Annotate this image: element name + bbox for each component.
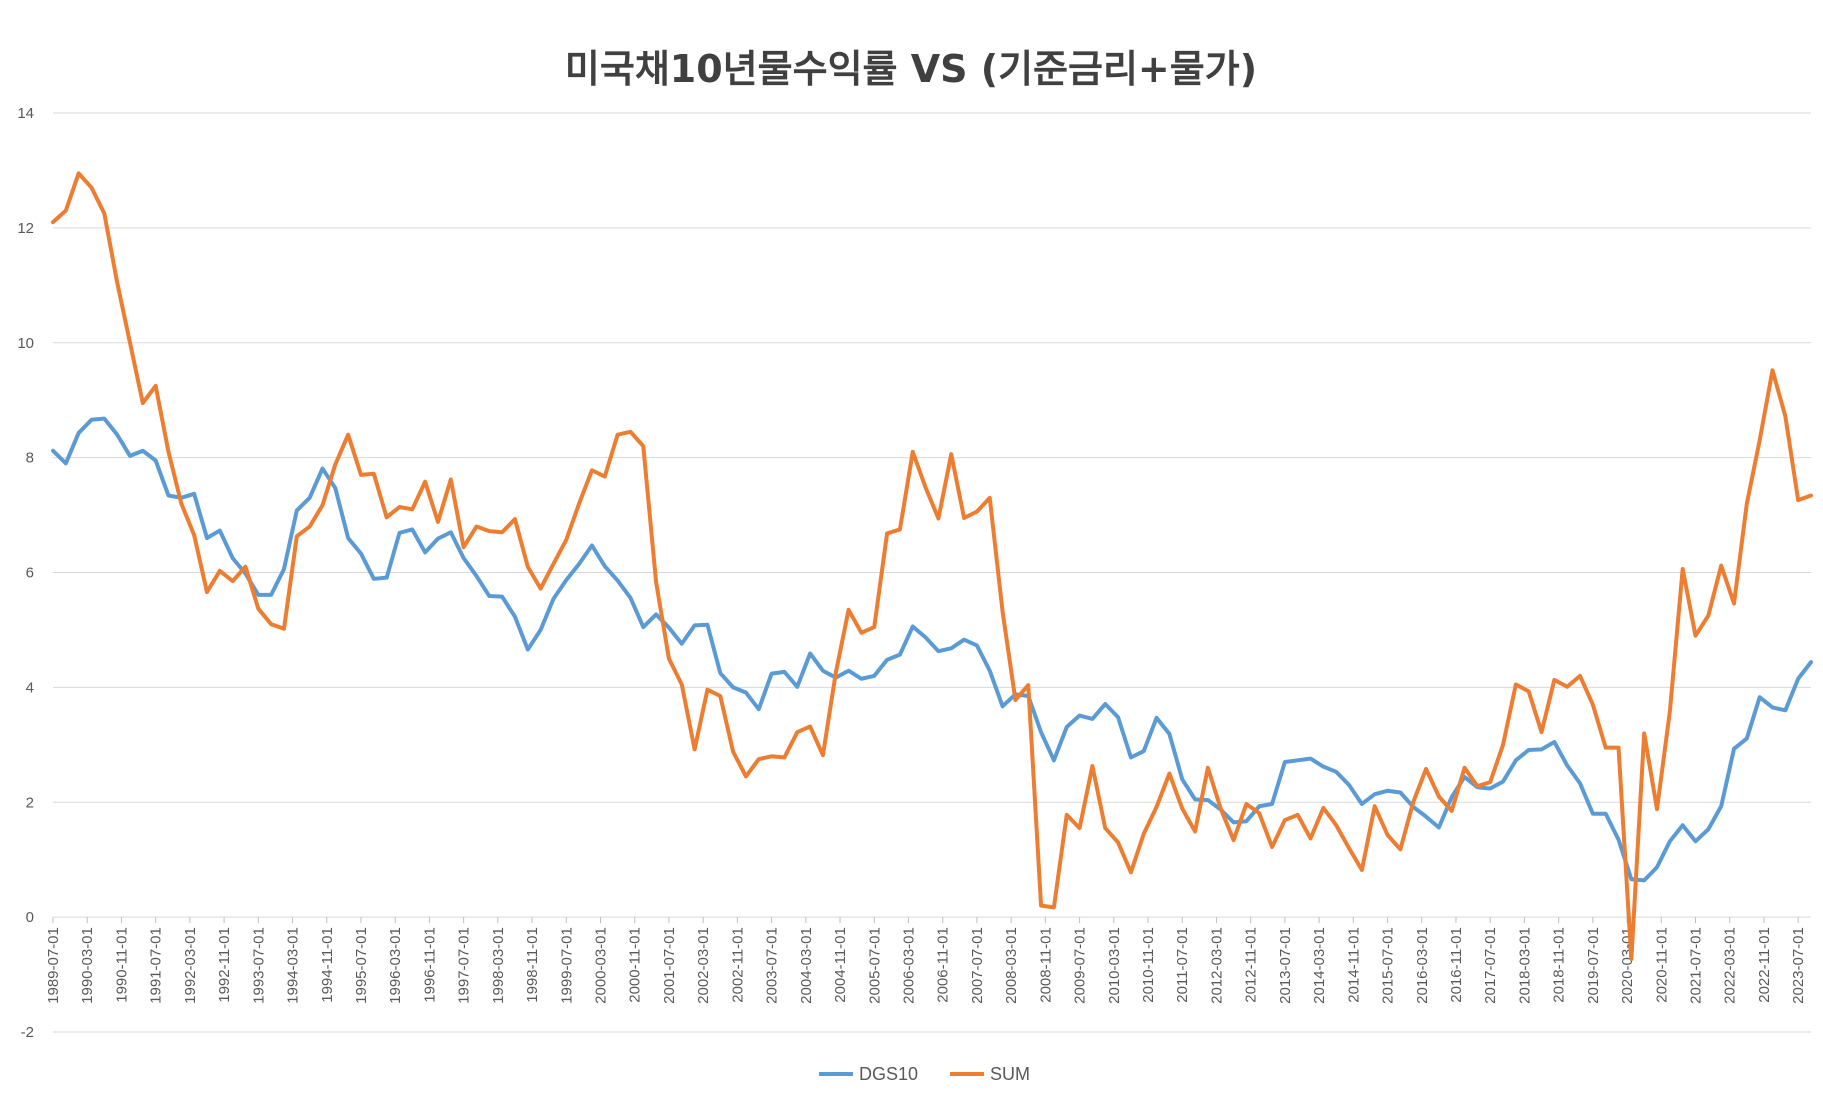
legend-label-sum: SUM [990,1064,1030,1084]
y-tick-label: 4 [26,679,34,696]
x-tick-label: 2021-07-01 [1688,927,1705,1004]
x-tick-label: 2011-07-01 [1174,927,1191,1003]
x-tick-label: 2022-03-01 [1722,927,1739,1004]
x-tick-label: 2023-07-01 [1790,927,1807,1004]
x-tick-label: 1992-03-01 [182,927,199,1004]
y-tick-label: -2 [21,1024,34,1041]
x-tick-label: 2010-03-01 [1106,927,1123,1004]
x-tick-label: 2001-07-01 [661,927,678,1004]
x-tick-label: 1992-11-01 [216,927,233,1003]
x-tick-label: 2008-11-01 [1037,927,1054,1003]
x-tick-label: 2009-07-01 [1072,927,1089,1004]
x-tick-label: 2004-11-01 [832,927,849,1003]
x-tick-label: 1996-03-01 [387,927,404,1004]
x-tick-label: 2010-11-01 [1140,927,1157,1003]
x-tick-label: 2003-07-01 [764,927,781,1004]
x-tick-label: 1990-03-01 [79,927,96,1004]
x-tick-label: 1989-07-01 [45,927,62,1004]
x-tick-label: 2000-11-01 [627,927,644,1003]
x-tick-label: 2019-07-01 [1585,927,1602,1004]
x-tick-label: 2014-11-01 [1345,927,1362,1003]
y-tick-label: 14 [17,105,34,122]
x-tick-label: 2005-07-01 [866,927,883,1004]
x-tick-label: 2006-11-01 [935,927,952,1003]
y-tick-label: 8 [26,450,34,467]
x-tick-label: 2012-11-01 [1243,927,1260,1003]
x-tick-label: 2002-03-01 [695,927,712,1004]
x-tick-label: 2016-11-01 [1448,927,1465,1003]
series-layer [51,171,1813,962]
x-tick-label: 1997-07-01 [456,927,473,1004]
x-tick-label: 1993-07-01 [250,927,267,1004]
x-tick-label: 1994-11-01 [319,927,336,1003]
y-tick-label: 12 [17,220,34,237]
x-tick-label: 2013-07-01 [1277,927,1294,1004]
x-tick-label: 1990-11-01 [113,927,130,1003]
legend: DGS10 SUM [819,1064,1030,1084]
x-tick-label: 2017-07-01 [1482,927,1499,1004]
grid-layer [53,112,1811,1033]
x-tick-label: 2004-03-01 [798,927,815,1004]
x-tick-label: 2012-03-01 [1208,927,1225,1004]
x-tick-label: 2002-11-01 [729,927,746,1003]
x-tick-label: 1998-03-01 [490,927,507,1004]
y-tick-label: 2 [26,794,34,811]
x-tick-label: 1996-11-01 [421,927,438,1003]
x-tick-label: 2022-11-01 [1756,927,1773,1003]
x-tick-label: 2018-03-01 [1516,927,1533,1004]
x-tick-label: 2020-11-01 [1653,927,1670,1003]
x-tick-label: 2014-03-01 [1311,927,1328,1004]
x-tick-label: 1998-11-01 [524,927,541,1003]
x-tick-label: 2007-07-01 [969,927,986,1004]
x-tick-label: 2006-03-01 [900,927,917,1004]
legend-label-dgs10: DGS10 [859,1064,918,1084]
y-tick-label: 6 [26,565,34,582]
x-tick-label: 2018-11-01 [1551,927,1568,1003]
x-axis-ticks: 1989-07-01 1990-03-01 1990-11-01 1991-07-01… [45,917,1807,1004]
x-tick-label: 1991-07-01 [148,927,165,1004]
x-tick-label: 1999-07-01 [558,927,575,1004]
x-tick-label: 2008-03-01 [1003,927,1020,1004]
y-axis-ticks: -2 0 2 4 6 8 10 12 14 [17,105,34,1041]
x-tick-label: 1994-03-01 [285,927,302,1004]
y-tick-label: 10 [17,335,34,352]
x-tick-label: 2000-03-01 [593,927,610,1004]
series-line-sum [51,171,1813,962]
x-tick-label: 2015-07-01 [1380,927,1397,1004]
y-tick-label: 0 [26,909,34,926]
x-tick-label: 1995-07-01 [353,927,370,1004]
x-tick-label: 2016-03-01 [1414,927,1431,1004]
series-line-dgs10 [51,416,1813,883]
chart-title: 미국채10년물수익률 VS (기준금리+물가) [565,47,1257,91]
